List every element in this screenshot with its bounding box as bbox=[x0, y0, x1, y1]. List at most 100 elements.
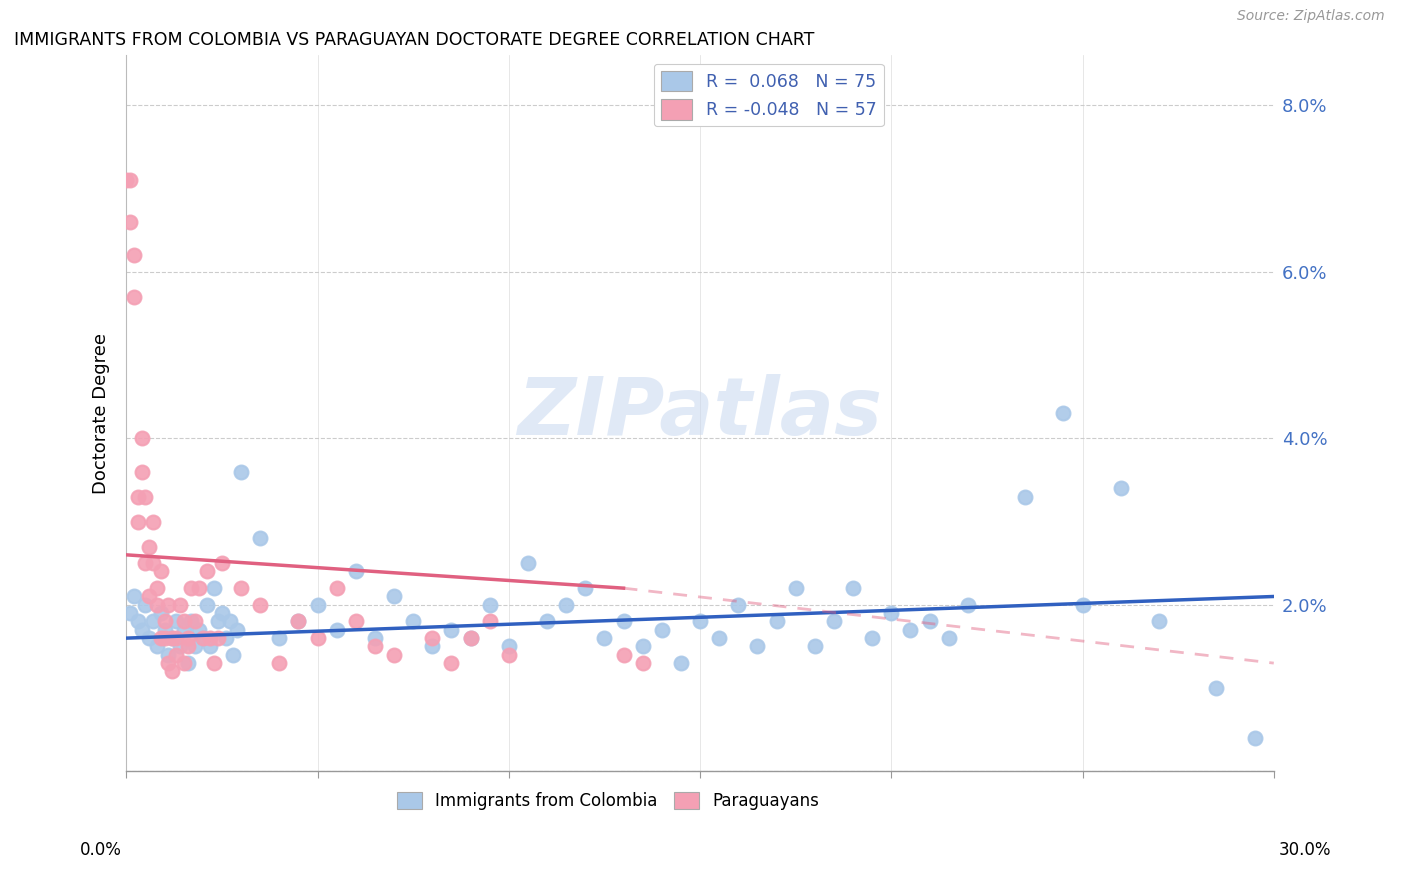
Point bbox=[804, 640, 827, 654]
Point bbox=[249, 531, 271, 545]
Legend: Immigrants from Colombia, Paraguayans: Immigrants from Colombia, Paraguayans bbox=[391, 785, 827, 817]
Point bbox=[134, 556, 156, 570]
Point bbox=[146, 581, 169, 595]
Point bbox=[200, 640, 222, 654]
Point bbox=[1109, 481, 1132, 495]
Text: Source: ZipAtlas.com: Source: ZipAtlas.com bbox=[1237, 9, 1385, 22]
Point bbox=[134, 598, 156, 612]
Point bbox=[440, 656, 463, 670]
Point bbox=[131, 431, 153, 445]
Point bbox=[180, 581, 202, 595]
Point bbox=[120, 606, 142, 620]
Point bbox=[146, 640, 169, 654]
Point bbox=[207, 631, 229, 645]
Point bbox=[122, 590, 145, 604]
Point bbox=[188, 623, 211, 637]
Point bbox=[440, 623, 463, 637]
Point bbox=[218, 615, 240, 629]
Point bbox=[765, 615, 787, 629]
Point bbox=[176, 656, 198, 670]
Point bbox=[207, 615, 229, 629]
Point bbox=[180, 615, 202, 629]
Point bbox=[169, 598, 191, 612]
Point bbox=[120, 215, 142, 229]
Point bbox=[1071, 598, 1094, 612]
Point bbox=[651, 623, 673, 637]
Point bbox=[364, 631, 387, 645]
Point bbox=[402, 615, 425, 629]
Point bbox=[938, 631, 960, 645]
Point bbox=[215, 631, 238, 645]
Point bbox=[612, 615, 634, 629]
Point bbox=[142, 515, 165, 529]
Point bbox=[188, 581, 211, 595]
Point bbox=[498, 648, 520, 662]
Point bbox=[344, 565, 367, 579]
Point bbox=[191, 631, 214, 645]
Point bbox=[536, 615, 558, 629]
Point bbox=[202, 581, 225, 595]
Point bbox=[142, 615, 165, 629]
Point bbox=[860, 631, 883, 645]
Point bbox=[574, 581, 596, 595]
Point bbox=[900, 623, 922, 637]
Point bbox=[191, 631, 214, 645]
Point bbox=[226, 623, 249, 637]
Point bbox=[747, 640, 769, 654]
Point bbox=[157, 656, 180, 670]
Point bbox=[120, 173, 142, 187]
Point bbox=[307, 631, 329, 645]
Point bbox=[382, 648, 405, 662]
Point bbox=[200, 631, 222, 645]
Point bbox=[1052, 406, 1074, 420]
Point bbox=[287, 615, 309, 629]
Point bbox=[631, 656, 654, 670]
Point bbox=[631, 640, 654, 654]
Text: IMMIGRANTS FROM COLOMBIA VS PARAGUAYAN DOCTORATE DEGREE CORRELATION CHART: IMMIGRANTS FROM COLOMBIA VS PARAGUAYAN D… bbox=[14, 31, 814, 49]
Point bbox=[593, 631, 616, 645]
Point bbox=[153, 615, 176, 629]
Point bbox=[785, 581, 807, 595]
Point bbox=[138, 540, 160, 554]
Point bbox=[842, 581, 865, 595]
Point bbox=[669, 656, 692, 670]
Point bbox=[165, 615, 187, 629]
Y-axis label: Doctorate Degree: Doctorate Degree bbox=[93, 333, 110, 494]
Point bbox=[173, 615, 195, 629]
Point bbox=[880, 606, 903, 620]
Point bbox=[478, 615, 501, 629]
Point bbox=[146, 598, 169, 612]
Point bbox=[269, 631, 291, 645]
Point bbox=[460, 631, 482, 645]
Text: ZIPatlas: ZIPatlas bbox=[517, 375, 883, 452]
Point bbox=[211, 606, 233, 620]
Text: 0.0%: 0.0% bbox=[80, 840, 122, 858]
Point bbox=[134, 490, 156, 504]
Point bbox=[249, 598, 271, 612]
Text: 30.0%: 30.0% bbox=[1278, 840, 1331, 858]
Point bbox=[1205, 681, 1227, 695]
Point bbox=[823, 615, 845, 629]
Point bbox=[689, 615, 711, 629]
Point bbox=[344, 615, 367, 629]
Point bbox=[202, 656, 225, 670]
Point bbox=[173, 656, 195, 670]
Point bbox=[1243, 731, 1265, 745]
Point bbox=[287, 615, 309, 629]
Point bbox=[222, 648, 245, 662]
Point bbox=[211, 556, 233, 570]
Point bbox=[131, 623, 153, 637]
Point bbox=[165, 631, 187, 645]
Point bbox=[956, 598, 979, 612]
Point bbox=[229, 465, 252, 479]
Point bbox=[157, 648, 180, 662]
Point bbox=[1147, 615, 1170, 629]
Point bbox=[138, 631, 160, 645]
Point bbox=[160, 631, 183, 645]
Point bbox=[173, 623, 195, 637]
Point bbox=[127, 490, 149, 504]
Point bbox=[707, 631, 730, 645]
Point bbox=[176, 640, 198, 654]
Point bbox=[325, 623, 347, 637]
Point bbox=[364, 640, 387, 654]
